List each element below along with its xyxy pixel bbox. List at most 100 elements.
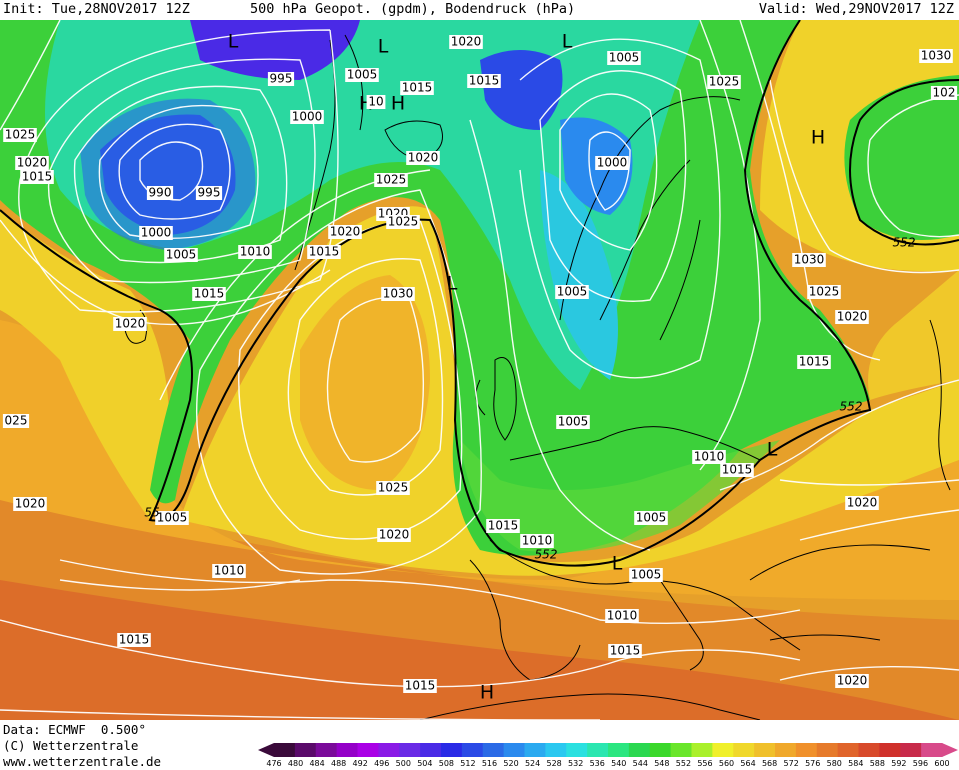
pressure-label: 1015 bbox=[192, 287, 226, 301]
legend-swatch bbox=[399, 743, 421, 757]
legend-swatch bbox=[754, 743, 776, 757]
legend-swatch bbox=[545, 743, 567, 757]
pressure-label: 995 bbox=[195, 186, 223, 200]
pressure-label: 1030 bbox=[919, 49, 953, 63]
svg-text:1010: 1010 bbox=[607, 609, 638, 623]
legend-swatch bbox=[274, 743, 296, 757]
isobar-1010-norway bbox=[539, 70, 687, 302]
pressure-label: 1005 bbox=[556, 415, 590, 429]
legend-swatch bbox=[712, 743, 734, 757]
isobar-1030-east bbox=[769, 79, 959, 274]
legend-swatch bbox=[378, 743, 400, 757]
pressure-label: 1010 bbox=[520, 534, 554, 548]
svg-text:1020: 1020 bbox=[837, 674, 868, 688]
legend-swatch bbox=[879, 743, 901, 757]
init-time: Init: Tue,28NOV2017 12Z bbox=[3, 1, 190, 17]
pressure-label: 1020 bbox=[845, 496, 879, 510]
legend-label: 544 bbox=[633, 759, 648, 768]
isobar-1015-east bbox=[519, 38, 721, 379]
svg-text:1005: 1005 bbox=[631, 568, 662, 582]
legend-label: 540 bbox=[611, 759, 626, 768]
svg-text:102: 102 bbox=[933, 86, 956, 100]
legend-label: 520 bbox=[503, 759, 518, 768]
pressure-label: 1015 bbox=[797, 355, 831, 369]
legend-label: 600 bbox=[934, 759, 949, 768]
legend-label: 524 bbox=[525, 759, 540, 768]
legend-swatch bbox=[691, 743, 713, 757]
isobar-1005-trough bbox=[469, 119, 651, 551]
legend-swatch bbox=[628, 743, 651, 757]
svg-text:1030: 1030 bbox=[921, 49, 952, 63]
svg-text:1015: 1015 bbox=[402, 81, 433, 95]
pressure-label: 1030 bbox=[381, 287, 415, 301]
pressure-label: 1005 bbox=[629, 568, 663, 582]
coast-iceland bbox=[384, 120, 443, 161]
legend-swatch bbox=[587, 743, 609, 757]
field-blue-scandi-low bbox=[480, 50, 563, 130]
pressure-label: 1015 bbox=[117, 633, 151, 647]
legend-label: 508 bbox=[439, 759, 454, 768]
legend-swatch bbox=[420, 743, 442, 757]
legend-swatch bbox=[649, 743, 672, 757]
pressure-label: 1015 bbox=[720, 463, 754, 477]
svg-text:1015: 1015 bbox=[405, 679, 436, 693]
svg-text:1015: 1015 bbox=[722, 463, 753, 477]
legend-label: 504 bbox=[417, 759, 432, 768]
svg-text:1005: 1005 bbox=[347, 68, 378, 82]
pressure-label: 1015 bbox=[486, 519, 520, 533]
field-green-high-ne bbox=[844, 75, 959, 240]
pressure-label: 995 bbox=[267, 72, 295, 86]
isobar-1015-se bbox=[719, 379, 959, 491]
isobar-995 bbox=[118, 123, 231, 220]
svg-text:1025: 1025 bbox=[376, 173, 407, 187]
svg-text:1015: 1015 bbox=[309, 245, 340, 259]
coast-newfoundland bbox=[124, 309, 148, 344]
pressure-label: 1020 bbox=[15, 156, 49, 170]
isobar-1015-ridge bbox=[196, 189, 482, 575]
legend-swatch bbox=[566, 743, 588, 757]
pressure-label: 1025 bbox=[386, 215, 420, 229]
legend-label: 480 bbox=[288, 759, 303, 768]
legend-swatch bbox=[336, 743, 358, 757]
isobar-1020-south bbox=[0, 709, 601, 720]
svg-text:55: 55 bbox=[144, 506, 159, 520]
pressure-label: 1010 bbox=[692, 450, 726, 464]
valid-time: Valid: Wed,29NOV2017 12Z bbox=[758, 1, 954, 17]
legend-swatch bbox=[921, 743, 943, 757]
field-orange-mid bbox=[0, 320, 959, 600]
svg-text:1015: 1015 bbox=[469, 74, 500, 88]
pressure-label: 1020 bbox=[13, 497, 47, 511]
svg-text:1020: 1020 bbox=[379, 528, 410, 542]
legend-label: 588 bbox=[870, 759, 885, 768]
legend-label: 496 bbox=[374, 759, 389, 768]
pressure-label: 1005 bbox=[607, 51, 641, 65]
legend-label: 592 bbox=[891, 759, 906, 768]
legend-swatch bbox=[294, 743, 317, 757]
pressure-label: 1010 bbox=[238, 245, 272, 259]
pressure-label: 1020 bbox=[835, 310, 869, 324]
low-pressure-marker: L bbox=[447, 273, 458, 295]
svg-text:1030: 1030 bbox=[383, 287, 414, 301]
svg-text:1020: 1020 bbox=[115, 317, 146, 331]
pressure-label: 1010 bbox=[212, 564, 246, 578]
low-pressure-marker: L bbox=[612, 553, 623, 575]
small-label-layer: 10 102 bbox=[366, 86, 958, 109]
pressure-label: 1020 bbox=[406, 151, 440, 165]
legend-label: 584 bbox=[848, 759, 863, 768]
isobar-1000-west bbox=[98, 104, 259, 240]
svg-text:1010: 1010 bbox=[214, 564, 245, 578]
svg-text:025: 025 bbox=[5, 414, 28, 428]
legend-swatch bbox=[858, 743, 880, 757]
field-orange-ridge-core bbox=[300, 275, 430, 490]
svg-text:1020: 1020 bbox=[330, 225, 361, 239]
svg-text:1005: 1005 bbox=[609, 51, 640, 65]
pressure-label: 1030 bbox=[792, 253, 826, 267]
svg-text:990: 990 bbox=[149, 186, 172, 200]
svg-text:1030: 1030 bbox=[794, 253, 825, 267]
high-pressure-marker: H bbox=[480, 682, 494, 704]
geopot-label: 55 bbox=[144, 506, 159, 520]
legend-swatch bbox=[775, 743, 797, 757]
svg-text:1005: 1005 bbox=[557, 285, 588, 299]
svg-text:552: 552 bbox=[893, 236, 916, 250]
